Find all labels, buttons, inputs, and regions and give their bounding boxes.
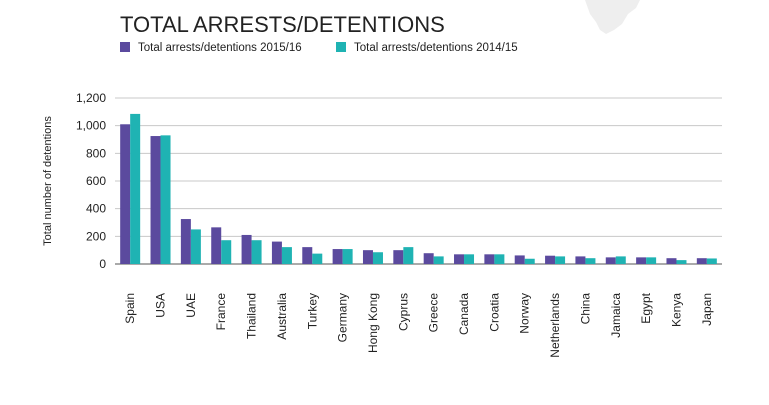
x-tick-label: China [578,293,592,325]
x-axis: Spain USA UAE France Thailand Australia Turkey… [123,292,714,357]
y-axis-label: Total number of detentions [42,116,54,246]
bar-2014-15 [555,256,566,264]
x-tick-label: USA [154,293,168,318]
bar-2015-16 [271,241,282,264]
chart-title: TOTAL ARRESTS/DETENTIONS [120,12,445,37]
bar-2015-16 [575,256,586,264]
bar-2014-15 [585,258,596,264]
x-tick-label: Cyprus [396,293,410,331]
bar-2014-15 [646,257,657,264]
bar-2014-15 [706,258,717,264]
x-tick-label: Spain [123,293,137,324]
bar-2015-16 [362,250,373,264]
x-tick-label: Netherlands [548,293,562,358]
x-tick-label: Canada [457,293,471,335]
bar-2014-15 [221,240,232,264]
y-axis: 0 200 400 600 800 1,000 1,200 [76,91,106,271]
y-tick-label: 200 [86,229,106,243]
legend-swatch [120,42,130,52]
y-tick-label: 0 [99,257,106,271]
bar-2015-16 [241,234,252,264]
bar-2014-15 [494,254,505,264]
x-tick-label: Germany [336,293,350,342]
x-tick-label: Thailand [245,293,259,339]
bar-2015-16 [332,249,343,264]
bar-2014-15 [312,253,323,264]
bar-2014-15 [342,249,353,264]
bar-2015-16 [636,257,647,264]
bar-2015-16 [393,250,404,264]
bar-2014-15 [676,260,687,264]
bar-2014-15 [190,229,201,264]
x-tick-label: Australia [275,293,289,340]
bar-2015-16 [454,254,465,264]
legend-label: Total arrests/detentions 2014/15 [354,42,518,54]
bar-2014-15 [130,113,141,265]
bar-2015-16 [545,255,556,264]
bar-2014-15 [464,254,475,264]
x-tick-label: UAE [184,293,198,318]
gridlines [115,97,722,265]
bar-2015-16 [150,136,161,264]
bar-2014-15 [524,258,535,264]
bars [120,113,717,265]
bar-2015-16 [302,247,313,264]
y-tick-label: 800 [86,146,106,160]
bar-2015-16 [514,255,525,264]
bar-2014-15 [281,247,292,264]
legend: Total arrests/detentions 2015/16 Total ar… [120,42,518,54]
bar-2014-15 [372,252,383,264]
x-tick-label: Jamaica [609,293,623,338]
bar-2015-16 [605,257,616,264]
x-tick-label: Japan [700,293,714,326]
bar-2015-16 [180,219,191,264]
bar-2015-16 [666,258,677,264]
x-tick-label: Norway [518,293,532,334]
bar-2014-15 [433,256,444,264]
bar-2015-16 [696,258,707,264]
x-tick-label: Turkey [305,293,319,329]
bar-2014-15 [251,240,262,264]
y-tick-label: 400 [86,202,106,216]
x-tick-label: Kenya [669,293,683,327]
y-tick-label: 600 [86,174,106,188]
y-tick-label: 1,000 [76,119,106,133]
legend-label: Total arrests/detentions 2015/16 [138,42,302,54]
map-decoration [585,0,640,34]
x-tick-label: Croatia [487,293,501,332]
bar-2015-16 [211,227,222,264]
bar-2015-16 [120,124,131,265]
bar-2015-16 [423,253,434,264]
bar-2015-16 [484,254,495,264]
x-tick-label: Hong Kong [366,293,380,353]
bar-2014-15 [403,247,414,264]
bar-2014-15 [615,256,626,264]
legend-swatch [336,42,346,52]
x-tick-label: Greece [427,293,441,333]
bar-2014-15 [160,135,171,264]
x-tick-label: France [214,293,228,331]
y-tick-label: 1,200 [76,91,106,105]
x-tick-label: Egypt [639,292,653,323]
